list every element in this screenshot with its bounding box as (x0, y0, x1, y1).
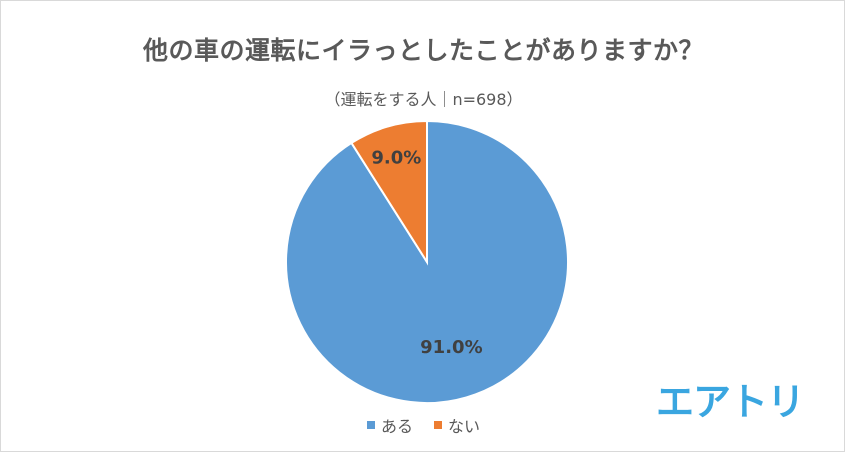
legend-label-aru: ある (380, 417, 413, 436)
legend-item-nai: ない (434, 413, 480, 437)
legend-swatch-nai (434, 421, 443, 429)
chart-title: 他の車の運転にイラっとしたことがありますか？ (142, 36, 704, 65)
pie-slice-labels: 91.0% 9.0% (371, 147, 482, 358)
chart-subtitle: （運転をする人｜n=698） (324, 90, 523, 109)
legend-item-aru: ある (366, 413, 413, 437)
legend: ある ない (1, 413, 845, 437)
data-label-aru: 91.0% (420, 337, 482, 358)
legend-label-nai: ない (448, 417, 481, 436)
pie-slices (285, 119, 569, 404)
pie-slice-nai (350, 119, 428, 266)
legend-swatch-aru (366, 421, 375, 429)
data-label-nai: 9.0% (371, 147, 421, 168)
brand-logo: エアトリ (656, 380, 805, 424)
